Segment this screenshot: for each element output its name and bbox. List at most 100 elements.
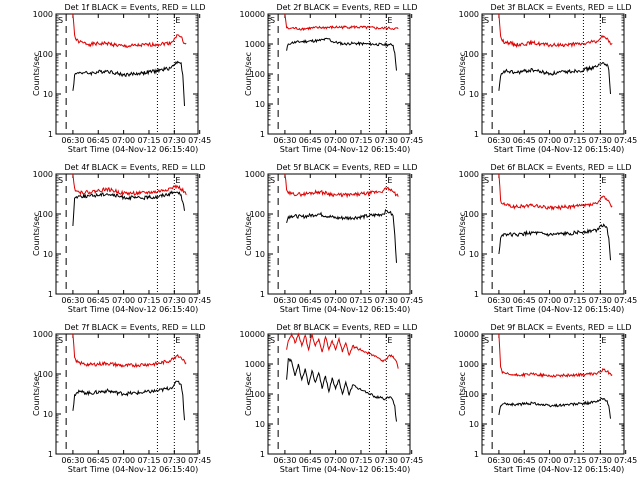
chart-title: Det 5f BLACK = Events, RED = LLD [276, 163, 417, 172]
x-tick-label: 07:15 [563, 136, 586, 145]
x-tick-label: 07:00 [538, 296, 561, 305]
series-line-lld [286, 332, 399, 369]
x-tick-label: 07:30 [375, 296, 398, 305]
start-marker-label: S [58, 336, 63, 345]
x-tick-label: 07:45 [188, 136, 211, 145]
x-tick-label: 07:45 [614, 136, 637, 145]
end-marker-label: E [175, 176, 180, 185]
y-tick-label: 1000 [459, 170, 479, 179]
x-axis-label: Start Time (04-Nov-12 06:15:40) [68, 465, 198, 474]
y-axis-label: Counts/sec [244, 372, 253, 416]
chart-title: Det 6f BLACK = Events, RED = LLD [490, 163, 631, 172]
y-tick-label: 1000 [459, 360, 479, 369]
plot-frame [481, 333, 625, 455]
y-tick-label: 100 [38, 210, 53, 219]
series-line-events [72, 60, 185, 107]
y-tick-label: 100 [38, 50, 53, 59]
y-tick-label: 10 [469, 250, 479, 259]
plot-frame [481, 173, 625, 295]
y-axis-label: Counts/sec [244, 52, 253, 96]
y-tick-label: 1 [474, 450, 479, 459]
y-tick-label: 10000 [240, 10, 265, 19]
series-line-events [286, 358, 397, 422]
chart-panel-5: Det 5f BLACK = Events, RED = LLD 1 10 100 10… [244, 163, 423, 314]
y-tick-label: 1000 [459, 10, 479, 19]
x-tick-label: 07:15 [137, 456, 160, 465]
chart-panel-3: Det 3f BLACK = Events, RED = LLD 1 10 100 10… [458, 3, 637, 154]
y-axis-label: Counts/sec [244, 212, 253, 256]
x-tick-label: 06:30 [61, 136, 84, 145]
y-axis-label: Counts/sec [32, 372, 41, 416]
y-tick-label: 100 [38, 370, 53, 379]
y-tick-label: 1 [48, 130, 53, 139]
y-tick-label: 1 [48, 450, 53, 459]
y-tick-label: 1000 [245, 360, 265, 369]
x-tick-label: 06:30 [487, 296, 510, 305]
y-tick-label: 10 [469, 420, 479, 429]
x-tick-label: 06:45 [513, 296, 536, 305]
chart-panel-6: Det 6f BLACK = Events, RED = LLD 1 10 100 10… [458, 163, 637, 314]
y-axis-label: Counts/sec [32, 212, 41, 256]
y-tick-label: 100 [464, 390, 479, 399]
series-line-lld [498, 13, 613, 49]
y-tick-label: 1000 [33, 10, 53, 19]
end-marker-label: E [601, 16, 606, 25]
y-tick-label: 10 [43, 250, 53, 259]
x-tick-label: 07:45 [400, 296, 423, 305]
x-tick-label: 07:15 [563, 296, 586, 305]
x-tick-label: 06:45 [299, 456, 322, 465]
y-tick-label: 1 [48, 290, 53, 299]
end-marker-label: E [175, 16, 180, 25]
x-tick-label: 07:15 [349, 296, 372, 305]
x-tick-label: 06:30 [273, 136, 296, 145]
x-tick-label: 07:00 [324, 456, 347, 465]
x-tick-label: 07:00 [538, 456, 561, 465]
y-tick-label: 1 [474, 290, 479, 299]
plot-frame [55, 13, 199, 135]
x-tick-label: 07:00 [538, 136, 561, 145]
plot-frame [267, 13, 411, 135]
plot-frame [267, 173, 411, 295]
start-marker-label: S [58, 176, 63, 185]
x-tick-label: 07:30 [589, 296, 612, 305]
x-tick-label: 07:45 [614, 456, 637, 465]
series-line-lld [284, 173, 399, 199]
y-tick-label: 1000 [33, 170, 53, 179]
series-line-events [72, 380, 185, 421]
plot-frame [481, 13, 625, 135]
chart-panel-7: Det 7f BLACK = Events, RED = LLD 1 10 100 10… [32, 323, 211, 474]
y-tick-label: 10000 [454, 330, 479, 339]
x-tick-label: 06:45 [513, 456, 536, 465]
plot-frame [55, 173, 199, 295]
x-tick-label: 07:15 [349, 136, 372, 145]
end-marker-label: E [601, 336, 606, 345]
series-line-lld [284, 13, 399, 32]
series-line-lld [498, 173, 613, 211]
y-tick-label: 1000 [245, 170, 265, 179]
y-tick-label: 10 [255, 100, 265, 109]
x-tick-label: 07:45 [614, 296, 637, 305]
series-line-events [286, 208, 397, 263]
x-tick-label: 07:00 [112, 456, 135, 465]
end-marker-label: E [387, 176, 392, 185]
y-tick-label: 100 [250, 390, 265, 399]
x-tick-label: 07:00 [324, 296, 347, 305]
start-marker-label: S [58, 16, 63, 25]
x-tick-label: 07:45 [188, 456, 211, 465]
y-axis-label: Counts/sec [458, 52, 467, 96]
x-axis-label: Start Time (04-Nov-12 06:15:40) [494, 465, 624, 474]
y-tick-label: 10 [469, 90, 479, 99]
y-axis-label: Counts/sec [32, 52, 41, 96]
series-line-events [72, 190, 185, 227]
series-line-events [498, 223, 611, 261]
x-tick-label: 06:45 [299, 136, 322, 145]
series-line-lld [498, 333, 613, 378]
plot-frame [55, 333, 199, 455]
y-axis-label: Counts/sec [458, 212, 467, 256]
chart-title: Det 3f BLACK = Events, RED = LLD [490, 3, 631, 12]
y-tick-label: 1 [260, 290, 265, 299]
x-tick-label: 07:30 [589, 136, 612, 145]
y-tick-label: 1 [260, 450, 265, 459]
x-axis-label: Start Time (04-Nov-12 06:15:40) [68, 305, 198, 314]
x-axis-label: Start Time (04-Nov-12 06:15:40) [280, 465, 410, 474]
